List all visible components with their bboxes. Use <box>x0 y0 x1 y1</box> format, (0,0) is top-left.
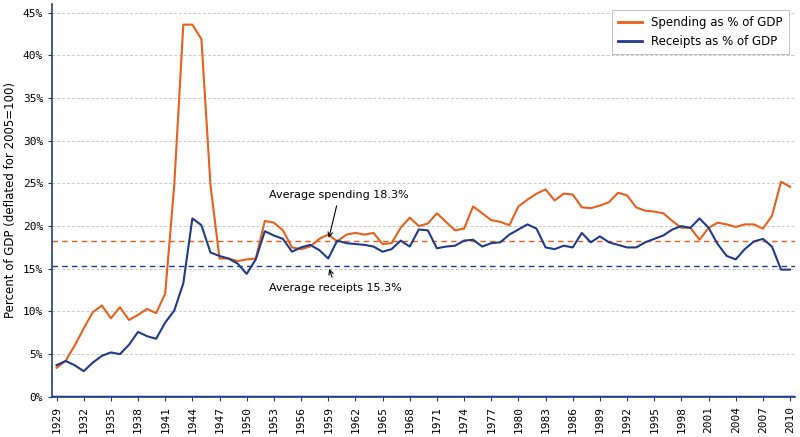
Text: Average receipts 15.3%: Average receipts 15.3% <box>270 270 402 292</box>
Legend: Spending as % of GDP, Receipts as % of GDP: Spending as % of GDP, Receipts as % of G… <box>612 10 789 54</box>
Y-axis label: Percent of GDP (deflated for 2005=100): Percent of GDP (deflated for 2005=100) <box>4 83 17 319</box>
Text: Average spending 18.3%: Average spending 18.3% <box>270 191 409 237</box>
